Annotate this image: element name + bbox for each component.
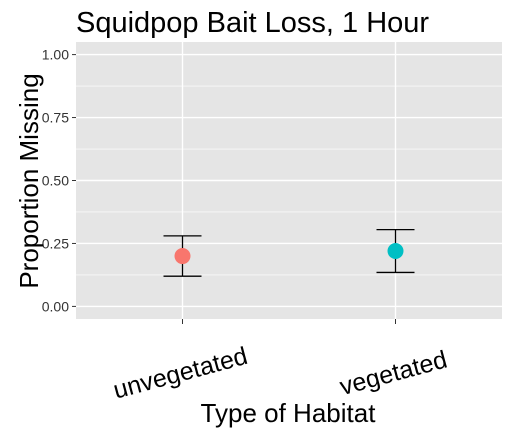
y-tick-label: 0.50 (42, 173, 69, 189)
y-axis-title: Proportion Missing (14, 73, 44, 288)
y-axis-ticks: 0.00 0.25 0.50 0.75 1.00 (42, 47, 76, 314)
x-axis-title: Type of Habitat (201, 398, 377, 428)
y-tick-label: 0.00 (42, 298, 69, 314)
x-tick-label: unvegetated (110, 342, 250, 405)
data-points (174, 243, 404, 265)
data-point-unvegetated (174, 248, 191, 265)
y-tick-label: 0.25 (42, 235, 69, 251)
y-tick-label: 1.00 (42, 47, 69, 63)
chart-title: Squidpop Bait Loss, 1 Hour (76, 7, 429, 39)
y-tick-label: 0.75 (42, 110, 69, 126)
data-point-vegetated (387, 243, 404, 260)
x-axis-ticks: unvegetated vegetated (110, 319, 450, 405)
x-tick-label: vegetated (337, 346, 450, 401)
